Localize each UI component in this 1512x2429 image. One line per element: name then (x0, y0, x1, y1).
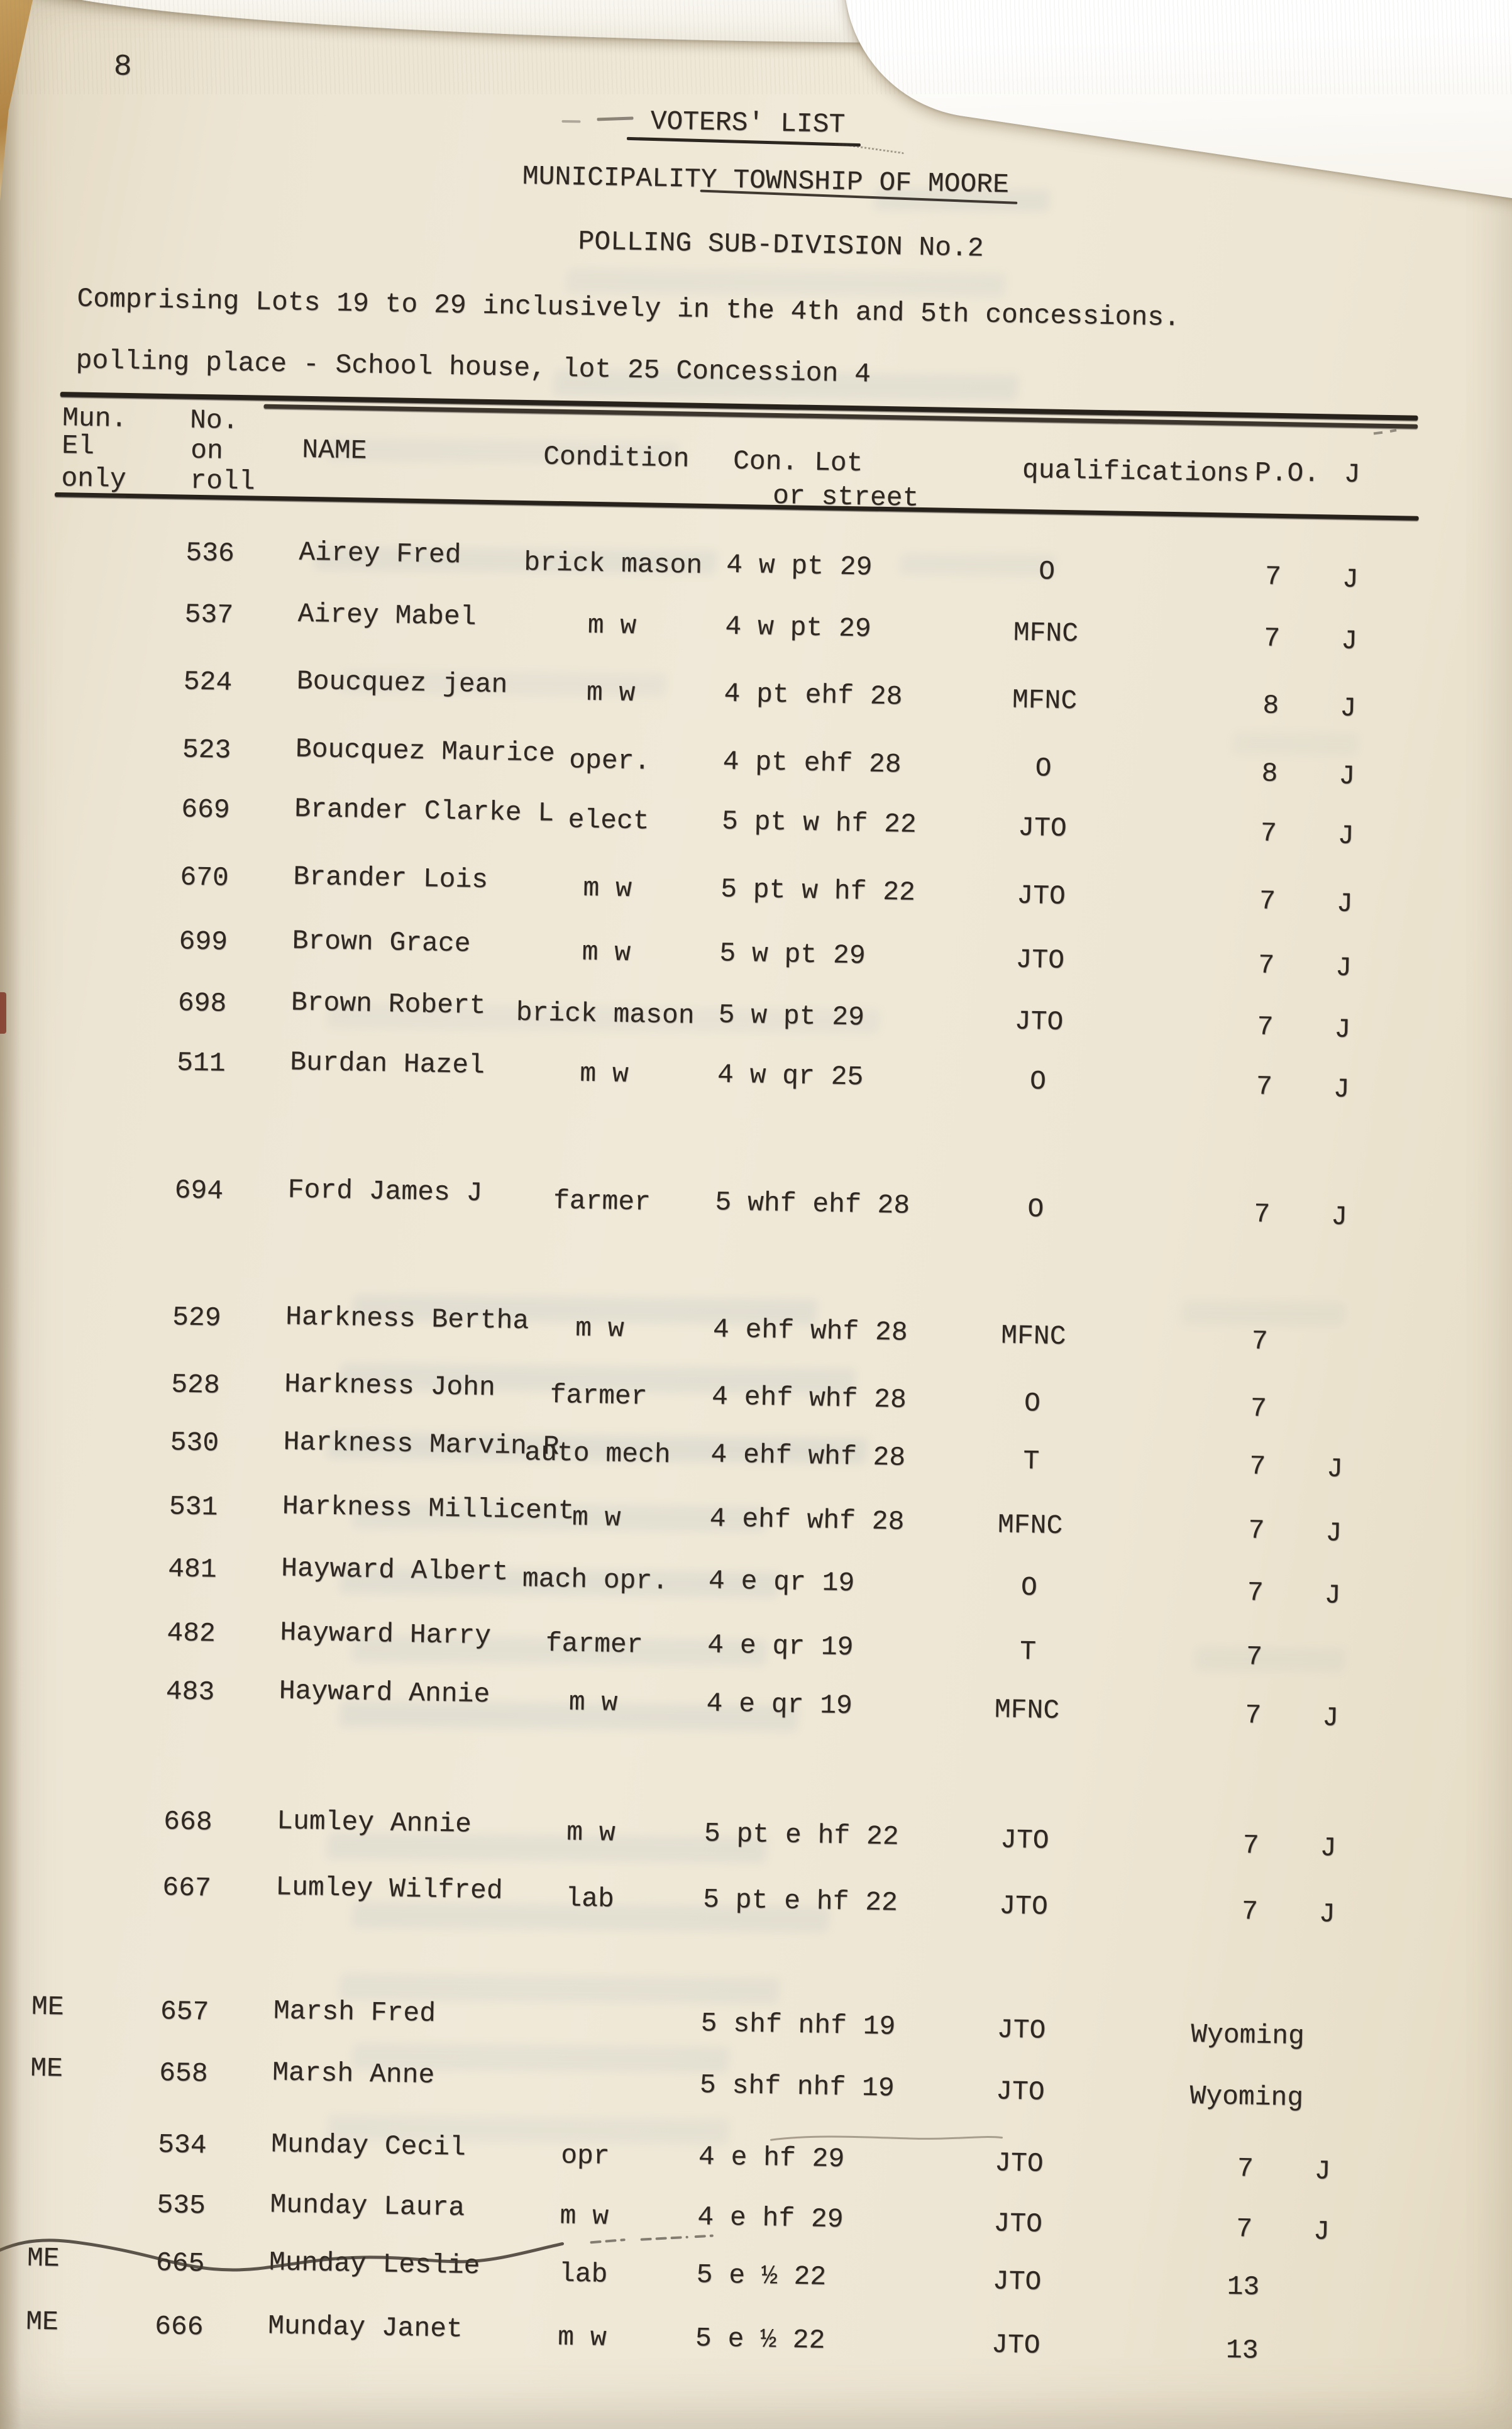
strikethrough-squiggle (0, 2238, 565, 2272)
stray-ink-dots (1373, 429, 1397, 435)
strikethrough-tail-dashes (590, 2234, 714, 2244)
page-edge-shadow (0, 0, 21, 2429)
paper-crease-line (770, 2135, 1003, 2141)
edge-red-mark (0, 992, 6, 1034)
